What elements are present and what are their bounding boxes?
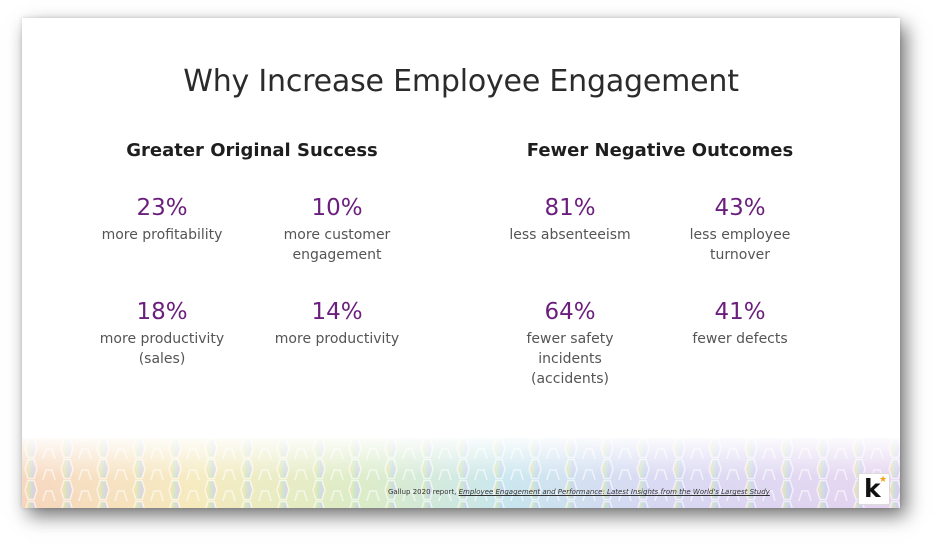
stat-value: 41% — [714, 299, 766, 325]
stat-value: 23% — [136, 195, 188, 221]
stat-label: fewer defects — [692, 331, 788, 347]
stat-value: 81% — [544, 195, 596, 221]
stat-label: more customer engagement — [283, 227, 391, 263]
slide-title: Why Increase Employee Engagement — [183, 64, 739, 99]
stat-label: more productivity (sales) — [99, 331, 225, 367]
logo-star: ★ — [879, 475, 888, 485]
stat-customer-engagement: 10% more customer engagement — [252, 194, 422, 265]
stat-productivity-sales: 18% more productivity (sales) — [77, 298, 247, 369]
stat-label: less employee turnover — [689, 227, 791, 263]
stat-safety-incidents: 64% fewer safety incidents (accidents) — [485, 298, 655, 389]
citation-prefix: Gallup 2020 report, — [388, 488, 459, 496]
stat-value: 64% — [544, 299, 596, 325]
stat-defects: 41% fewer defects — [655, 298, 825, 349]
k-logo-icon: k ★ — [858, 473, 890, 505]
stat-value: 14% — [311, 299, 363, 325]
heading-fewer-negative-outcomes: Fewer Negative Outcomes — [526, 140, 794, 161]
citation-source-link[interactable]: Employee Engagement and Performance: Lat… — [458, 488, 770, 496]
stat-profitability: 23% more profitability — [77, 194, 247, 245]
stat-employee-turnover: 43% less employee turnover — [655, 194, 825, 265]
logo-letter: k — [864, 474, 881, 503]
heading-greater-original-success: Greater Original Success — [126, 140, 378, 161]
stat-label: more profitability — [101, 227, 223, 243]
stat-absenteeism: 81% less absenteeism — [485, 194, 655, 245]
stat-value: 10% — [311, 195, 363, 221]
hexagon-pattern — [22, 438, 900, 508]
stat-value: 43% — [714, 195, 766, 221]
stat-label: more productivity — [274, 331, 400, 347]
slide: Why Increase Employee Engagement Greater… — [22, 18, 900, 508]
stat-label: less absenteeism — [509, 227, 631, 243]
citation: Gallup 2020 report, Employee Engagement … — [388, 488, 770, 496]
stat-value: 18% — [136, 299, 188, 325]
stat-productivity: 14% more productivity — [252, 298, 422, 349]
stat-label: fewer safety incidents (accidents) — [526, 331, 614, 387]
